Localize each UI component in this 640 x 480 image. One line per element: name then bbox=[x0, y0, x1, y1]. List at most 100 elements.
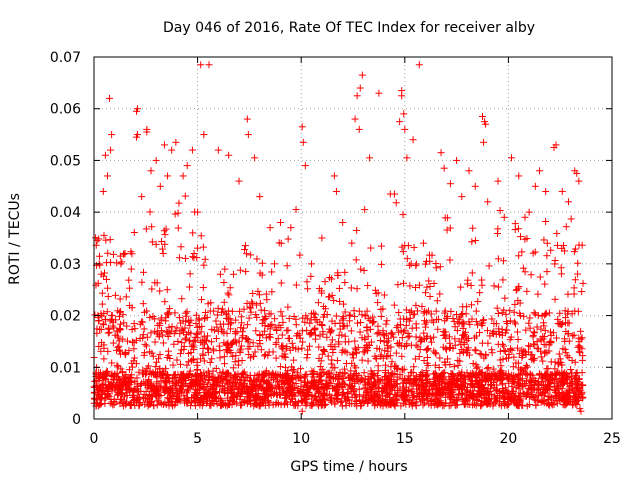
data-point bbox=[351, 393, 359, 401]
data-point bbox=[542, 341, 550, 349]
data-point bbox=[383, 342, 391, 350]
data-point bbox=[357, 265, 365, 273]
data-point bbox=[186, 371, 194, 379]
data-point bbox=[432, 264, 440, 272]
data-point bbox=[279, 387, 287, 395]
data-point bbox=[115, 376, 123, 384]
data-point bbox=[225, 291, 233, 299]
data-point bbox=[558, 187, 566, 195]
data-point bbox=[400, 315, 408, 323]
data-points bbox=[90, 61, 587, 415]
data-point bbox=[153, 378, 161, 386]
data-point bbox=[254, 287, 262, 295]
data-point bbox=[237, 313, 245, 321]
data-point bbox=[565, 354, 573, 362]
data-point bbox=[166, 394, 174, 402]
data-point bbox=[497, 362, 505, 370]
data-point bbox=[187, 316, 195, 324]
data-point bbox=[480, 384, 488, 392]
data-point bbox=[122, 401, 130, 409]
data-point bbox=[328, 395, 336, 403]
data-point bbox=[292, 345, 300, 353]
data-point bbox=[249, 289, 257, 297]
data-point bbox=[115, 346, 123, 354]
data-point bbox=[247, 251, 255, 259]
data-point bbox=[329, 384, 337, 392]
data-point bbox=[556, 397, 564, 405]
data-point bbox=[263, 379, 271, 387]
x-tick-label: 0 bbox=[90, 431, 99, 447]
data-point bbox=[103, 388, 111, 396]
data-point bbox=[520, 312, 528, 320]
data-point bbox=[284, 383, 292, 391]
data-point bbox=[146, 400, 154, 408]
data-point bbox=[412, 401, 420, 409]
data-point bbox=[418, 377, 426, 385]
data-point bbox=[244, 373, 252, 381]
data-point bbox=[405, 372, 413, 380]
data-point bbox=[221, 389, 229, 397]
data-point bbox=[543, 239, 551, 247]
data-point bbox=[272, 354, 280, 362]
data-point bbox=[534, 311, 542, 319]
data-point bbox=[531, 182, 539, 190]
data-point bbox=[264, 323, 272, 331]
data-point bbox=[239, 369, 247, 377]
data-point bbox=[278, 380, 286, 388]
data-point bbox=[212, 334, 220, 342]
data-point bbox=[427, 401, 435, 409]
data-point bbox=[389, 395, 397, 403]
data-point bbox=[197, 328, 205, 336]
data-point bbox=[387, 330, 395, 338]
data-point bbox=[147, 167, 155, 175]
data-point bbox=[143, 128, 151, 136]
data-point bbox=[131, 354, 139, 362]
data-point bbox=[349, 354, 357, 362]
data-point bbox=[554, 360, 562, 368]
data-point bbox=[456, 372, 464, 380]
data-point bbox=[356, 328, 364, 336]
data-point bbox=[112, 382, 120, 390]
data-point bbox=[516, 299, 524, 307]
data-point bbox=[578, 356, 586, 364]
data-point bbox=[402, 391, 410, 399]
data-point bbox=[282, 353, 290, 361]
data-point bbox=[360, 378, 368, 386]
data-point bbox=[333, 382, 341, 390]
data-point bbox=[571, 307, 579, 315]
data-point bbox=[526, 370, 534, 378]
data-point bbox=[458, 346, 466, 354]
data-point bbox=[380, 385, 388, 393]
data-point bbox=[398, 87, 406, 95]
data-point bbox=[578, 288, 586, 296]
data-point bbox=[515, 252, 523, 260]
data-point bbox=[403, 255, 411, 263]
data-point bbox=[574, 259, 582, 267]
data-point bbox=[333, 357, 341, 365]
data-point bbox=[342, 402, 350, 410]
data-point bbox=[519, 402, 527, 410]
data-point bbox=[318, 384, 326, 392]
data-point bbox=[570, 331, 578, 339]
data-point bbox=[181, 334, 189, 342]
data-point bbox=[377, 260, 385, 268]
data-point bbox=[501, 348, 509, 356]
data-point bbox=[218, 327, 226, 335]
data-point bbox=[193, 389, 201, 397]
data-point bbox=[390, 190, 398, 198]
data-point bbox=[117, 260, 125, 268]
data-point bbox=[194, 208, 202, 216]
data-point bbox=[198, 402, 206, 410]
data-point bbox=[372, 354, 380, 362]
data-point bbox=[520, 347, 528, 355]
data-point bbox=[429, 370, 437, 378]
x-tick-label: 20 bbox=[499, 431, 517, 447]
data-point bbox=[399, 211, 407, 219]
data-point bbox=[430, 318, 438, 326]
data-point bbox=[229, 352, 237, 360]
data-point bbox=[214, 304, 222, 312]
data-point bbox=[134, 131, 142, 139]
data-point bbox=[157, 314, 165, 322]
data-point bbox=[314, 299, 322, 307]
data-point bbox=[564, 398, 572, 406]
